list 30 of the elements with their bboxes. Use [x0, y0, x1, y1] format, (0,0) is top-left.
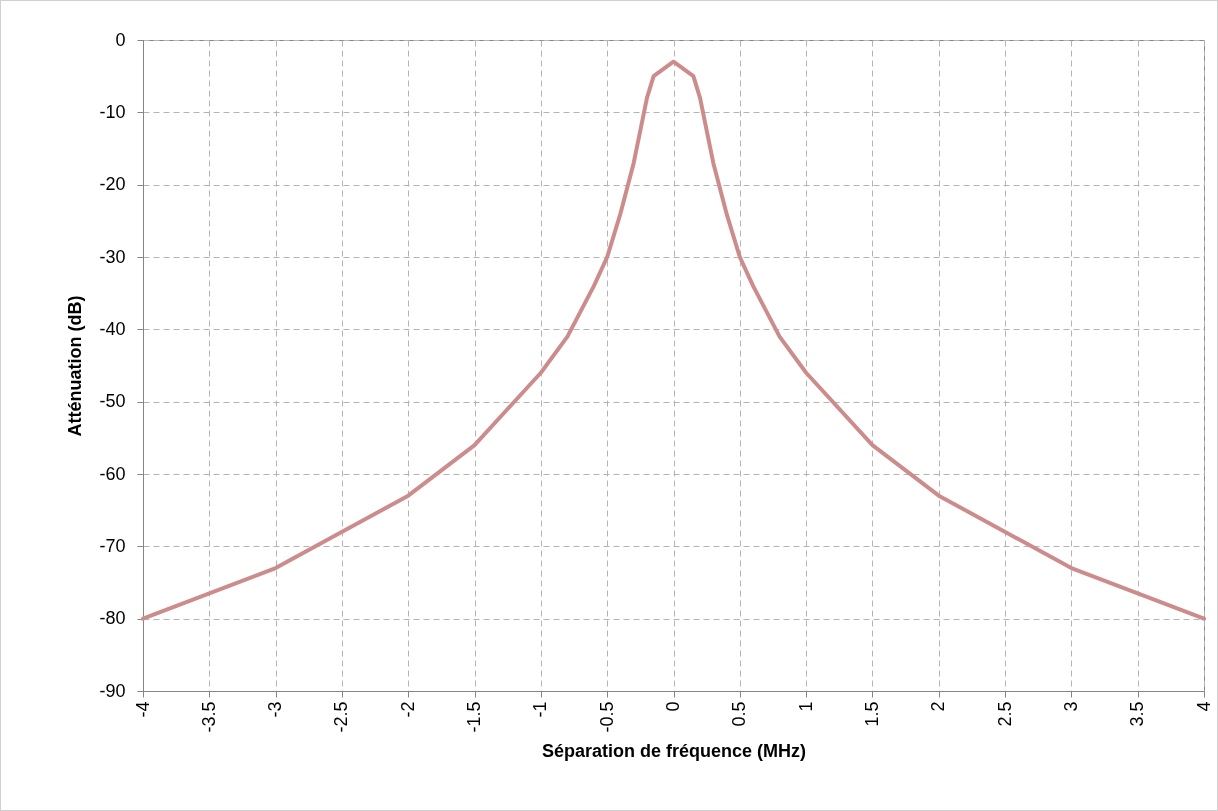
x-tick-label: -2 [397, 701, 418, 718]
y-tick-label: -10 [99, 101, 126, 122]
x-tick-label: -3 [265, 701, 286, 718]
y-tick-label: -40 [99, 318, 126, 339]
x-tick-label: 1.5 [861, 701, 882, 727]
x-tick-label: -3.5 [198, 701, 219, 733]
y-axis-title: Atténuation (dB) [65, 295, 86, 437]
y-tick-label: -70 [99, 535, 126, 556]
y-tick-label: -30 [99, 246, 126, 267]
x-tick-label: -1.5 [464, 701, 485, 733]
x-tick-label: 1 [795, 701, 816, 712]
x-tick-label: 0.5 [729, 701, 750, 727]
y-tick-label: -60 [99, 463, 126, 484]
x-tick-label: -0.5 [596, 701, 617, 733]
x-tick-label: 3.5 [1127, 701, 1148, 727]
y-tick-label: 0 [115, 29, 126, 50]
y-tick-label: -90 [99, 680, 126, 701]
x-tick-label: 2.5 [994, 701, 1015, 727]
x-tick-label: 4 [1193, 701, 1214, 712]
line-series [141, 59, 1206, 621]
x-tick-label: 0 [663, 701, 683, 712]
y-tick-label: -50 [99, 391, 126, 412]
x-tick-label: -4 [132, 701, 153, 718]
x-axis-title: Séparation de fréquence (MHz) [541, 740, 807, 761]
x-tick-label: 3 [1060, 701, 1081, 712]
x-tick-label: 2 [928, 701, 949, 712]
y-tick-label: -20 [99, 174, 126, 195]
x-tick-label: -2.5 [331, 701, 352, 733]
x-tick-label: -1 [530, 701, 551, 718]
y-tick-label: -80 [99, 608, 126, 629]
